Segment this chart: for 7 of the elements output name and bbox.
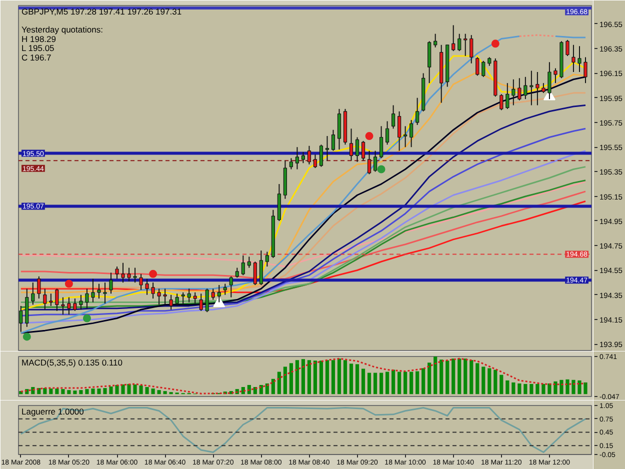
chart-title: GBPJPY,M5 197.28 197.41 197.26 197.31 xyxy=(22,6,182,16)
annotation: C 196.7 xyxy=(22,52,52,62)
chart-title: MACD(5,35,5) 0.135 0.110 xyxy=(22,358,123,368)
chart-title: Laguerre 1.0000 xyxy=(22,406,84,416)
annotation: H 198.29 xyxy=(22,34,56,44)
annotation: L 195.05 xyxy=(22,43,55,54)
annotation: Yesterday quotations: xyxy=(22,24,103,34)
